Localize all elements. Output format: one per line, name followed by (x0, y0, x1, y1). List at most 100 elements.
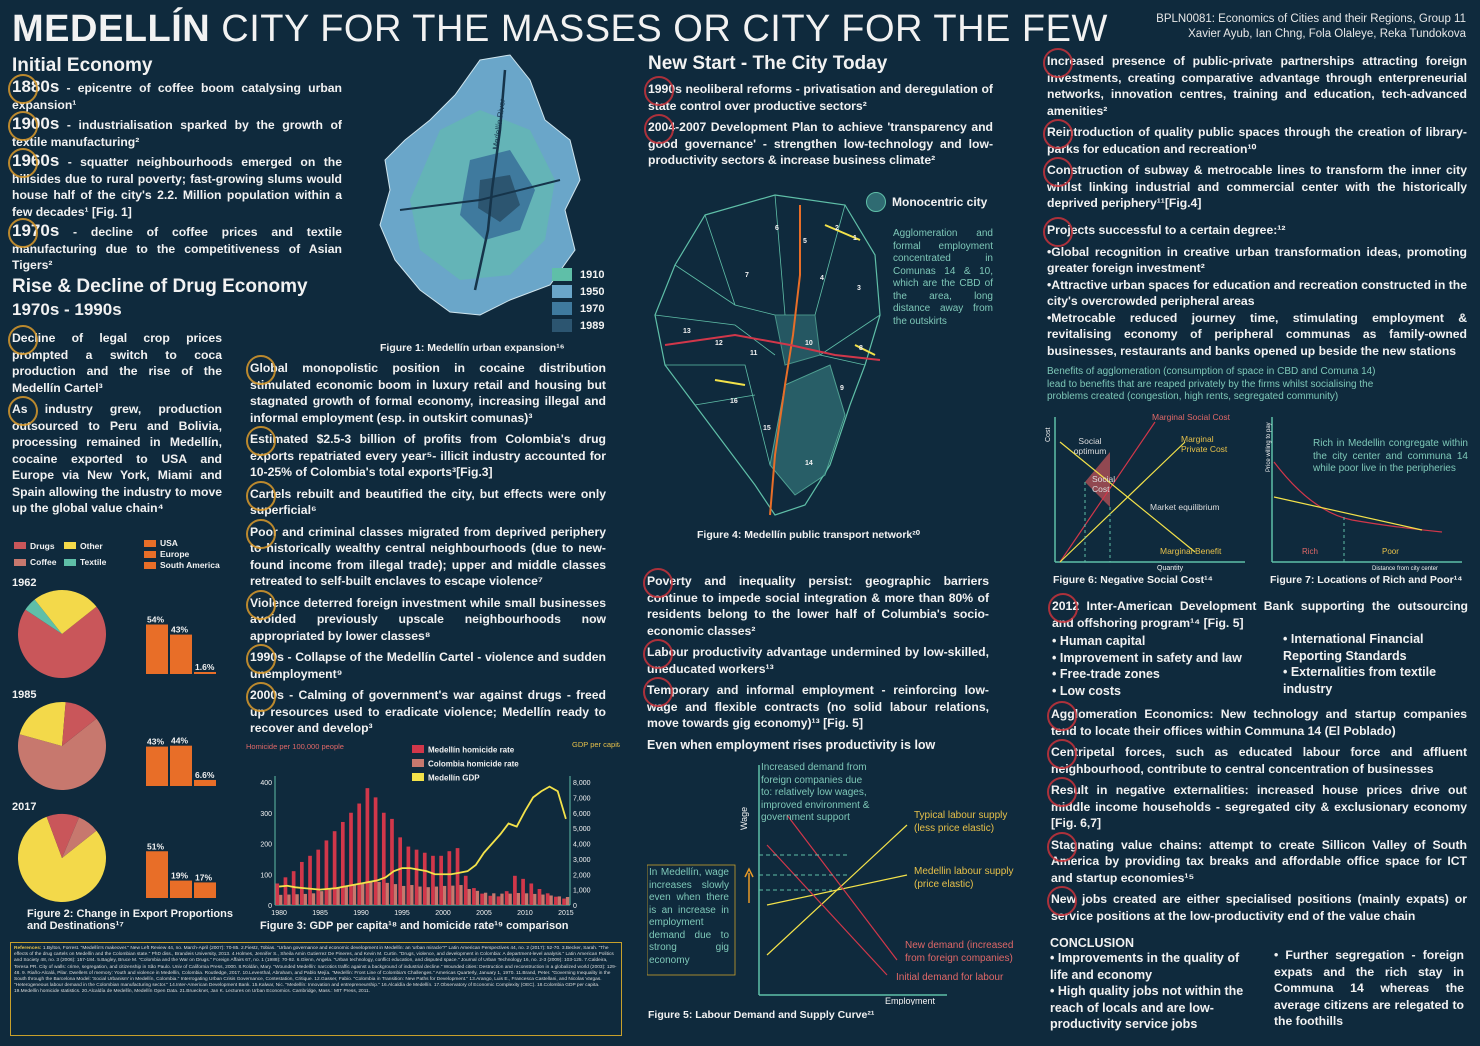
ring-marker (246, 480, 276, 511)
svg-text:Poor: Poor (1382, 547, 1399, 556)
colombia-homicide-bar (426, 887, 430, 905)
legend-swatch (552, 319, 572, 332)
fig1-legend-item: 1970 (552, 302, 604, 315)
idb-section: 2012 Inter-American Development Bank sup… (1048, 593, 1468, 636)
legend-swatch (412, 745, 424, 753)
legend-label: 1970 (580, 302, 605, 315)
page-title: MEDELLÍN CITY FOR THE MASSES OR CITY FOR… (12, 8, 1108, 51)
initial-demand-line (766, 844, 888, 976)
fig5-label-typical: Typical labour supply (less price elasti… (914, 810, 1008, 834)
drug-right-para-1: Estimated $2.5-3 billion of profits from… (246, 426, 606, 481)
legend-label: Drugs (30, 540, 55, 551)
bar-value-label: 43% (147, 737, 164, 747)
ring-marker (644, 114, 674, 144)
new-start-section: New Start - The City Today 1990s neolibe… (644, 53, 993, 174)
drug-left-para-text: Decline of legal crop prices prompted a … (12, 331, 222, 395)
medellin-homicide-bar (349, 812, 353, 905)
medellin-homicide-bar (488, 895, 493, 905)
legend-swatch (64, 558, 76, 566)
fig5-caption: Figure 5: Labour Demand and Supply Curve… (648, 1009, 875, 1021)
drug-right-para-text: 1990s - Collapse of the Medellín Cartel … (250, 650, 606, 681)
medellin-homicide-bar (340, 821, 345, 905)
ring-marker (246, 518, 276, 549)
colombia-homicide-bar (557, 896, 561, 905)
comuna-label: 1 (853, 235, 857, 242)
ring-marker (246, 589, 276, 620)
initial-economy-item: 1900s - industrialisation sparked by the… (8, 111, 342, 150)
initial-economy-item: 1960s - squatter neighbourhoods emerged … (8, 148, 342, 220)
drug-right-para-0: Global monopolistic position in cocaine … (246, 355, 606, 426)
legend-label: Colombia homicide rate (428, 760, 519, 769)
ring-marker (246, 355, 276, 385)
pie-slice-textile (25, 599, 62, 634)
colombia-homicide-bar (451, 885, 455, 905)
ring-marker (1043, 157, 1073, 187)
agglo-para-text: New jobs created are either specialised … (1051, 892, 1467, 923)
idb-para: 2012 Inter-American Development Bank sup… (1052, 599, 1468, 630)
fig2-year-label: 1962 (12, 577, 36, 589)
drug-left-paras: Decline of legal crop prices prompted a … (8, 325, 222, 522)
medellin-supply-line (766, 874, 908, 906)
y2-tick-label: 2,000 (573, 872, 591, 879)
x-tick-label: 1980 (271, 910, 287, 917)
agglo-para-text: Result in negative externalities: increa… (1051, 783, 1467, 830)
monocentric-label: Monocentric city (892, 195, 988, 209)
svg-text:Quantity: Quantity (1157, 565, 1184, 572)
monocentric-swatch (866, 192, 886, 212)
medellin-homicide-bar (504, 891, 509, 905)
medellin-homicide-bar (373, 797, 378, 905)
fig4-metrocable-2 (854, 344, 876, 356)
legend-swatch (144, 539, 156, 547)
medellin-homicide-bar (275, 883, 280, 905)
y2-tick-label: 8,000 (573, 780, 591, 787)
fig4-comuna10 (774, 314, 821, 366)
fig2-svg: 1962 54% 43% 1.6% 1985 43% 44% 6.6% 2017 51% 19% 17… (12, 577, 216, 902)
initial-economy-list: 1880s - epicentre of coffee boom catalys… (8, 74, 342, 274)
agglo-para-text: Stagnating value chains: attempt to crea… (1051, 837, 1467, 885)
colombia-homicide-bar (320, 891, 324, 905)
bullet-item: • High quality jobs not within the reach… (1050, 984, 1244, 1031)
fig1-legend-item: 1950 (552, 285, 604, 298)
fig5-label-initial-demand: Initial demand for labour (896, 972, 1004, 983)
medellin-homicide-bar (431, 855, 435, 905)
medellin-homicide-bar (390, 818, 394, 905)
fig6-label-optimum: Social optimum (1073, 436, 1107, 456)
right-col-para-text: Increased presence of public-private par… (1047, 54, 1467, 118)
poverty-para-2: Temporary and informal employment - rein… (643, 677, 989, 732)
fig2-legend-item: USA (144, 538, 220, 548)
fig6-caption: Figure 6: Negative Social Cost¹⁴ (1053, 574, 1213, 586)
bar-value-label: 54% (147, 615, 164, 625)
fig5-label-medellin: Medellin labour supply (price elastic) (914, 866, 1014, 890)
medellin-homicide-bar (439, 855, 443, 905)
colombia-homicide-bar (500, 893, 504, 905)
medellin-homicide-bar (455, 848, 460, 905)
y2-tick-label: 3,000 (573, 857, 591, 864)
drug-right-para-text: Poor and criminal classes migrated from … (250, 524, 606, 589)
medellin-homicide-bar (496, 896, 501, 905)
drug-left-para-text: As industry grew, production outsourced … (12, 402, 222, 515)
drug-right-para-text: 2000s - Calming of government's war agai… (250, 688, 606, 735)
ring-marker (643, 677, 673, 707)
export-destination-bar (146, 624, 168, 674)
new-start-paras: 1990s neoliberal reforms - privatisation… (644, 76, 993, 169)
success-list: •Global recognition in creative urban tr… (1047, 244, 1467, 360)
y-tick-label: 0 (268, 903, 272, 910)
bar-value-label: 51% (147, 841, 164, 851)
fig1-map: Medellín River (379, 54, 581, 316)
ring-marker (1047, 831, 1077, 862)
fig2-charts: 1962 54% 43% 1.6% 1985 43% 44% 6.6% 2017 51% 19% 17… (12, 576, 232, 906)
colombia-homicide-bar (287, 894, 291, 905)
y2-axis-label: GDP per capita (US $) (572, 740, 620, 749)
fig4-inner-lines (654, 194, 881, 466)
initial-economy-item: 1880s - epicentre of coffee boom catalys… (8, 74, 342, 113)
medellin-homicide-bar (529, 883, 534, 905)
ring-marker (1043, 119, 1073, 149)
initial-economy-item: 1970s - decline of coffee prices and tex… (8, 218, 342, 274)
success-section: Projects successful to a certain degree:… (1043, 217, 1467, 360)
colombia-homicide-bar (418, 886, 422, 905)
medellin-homicide-bar (357, 803, 362, 905)
medellin-homicide-bar (422, 852, 427, 905)
drug-heading: Rise & Decline of Drug Economy (12, 276, 308, 297)
colombia-homicide-bar (459, 885, 463, 905)
